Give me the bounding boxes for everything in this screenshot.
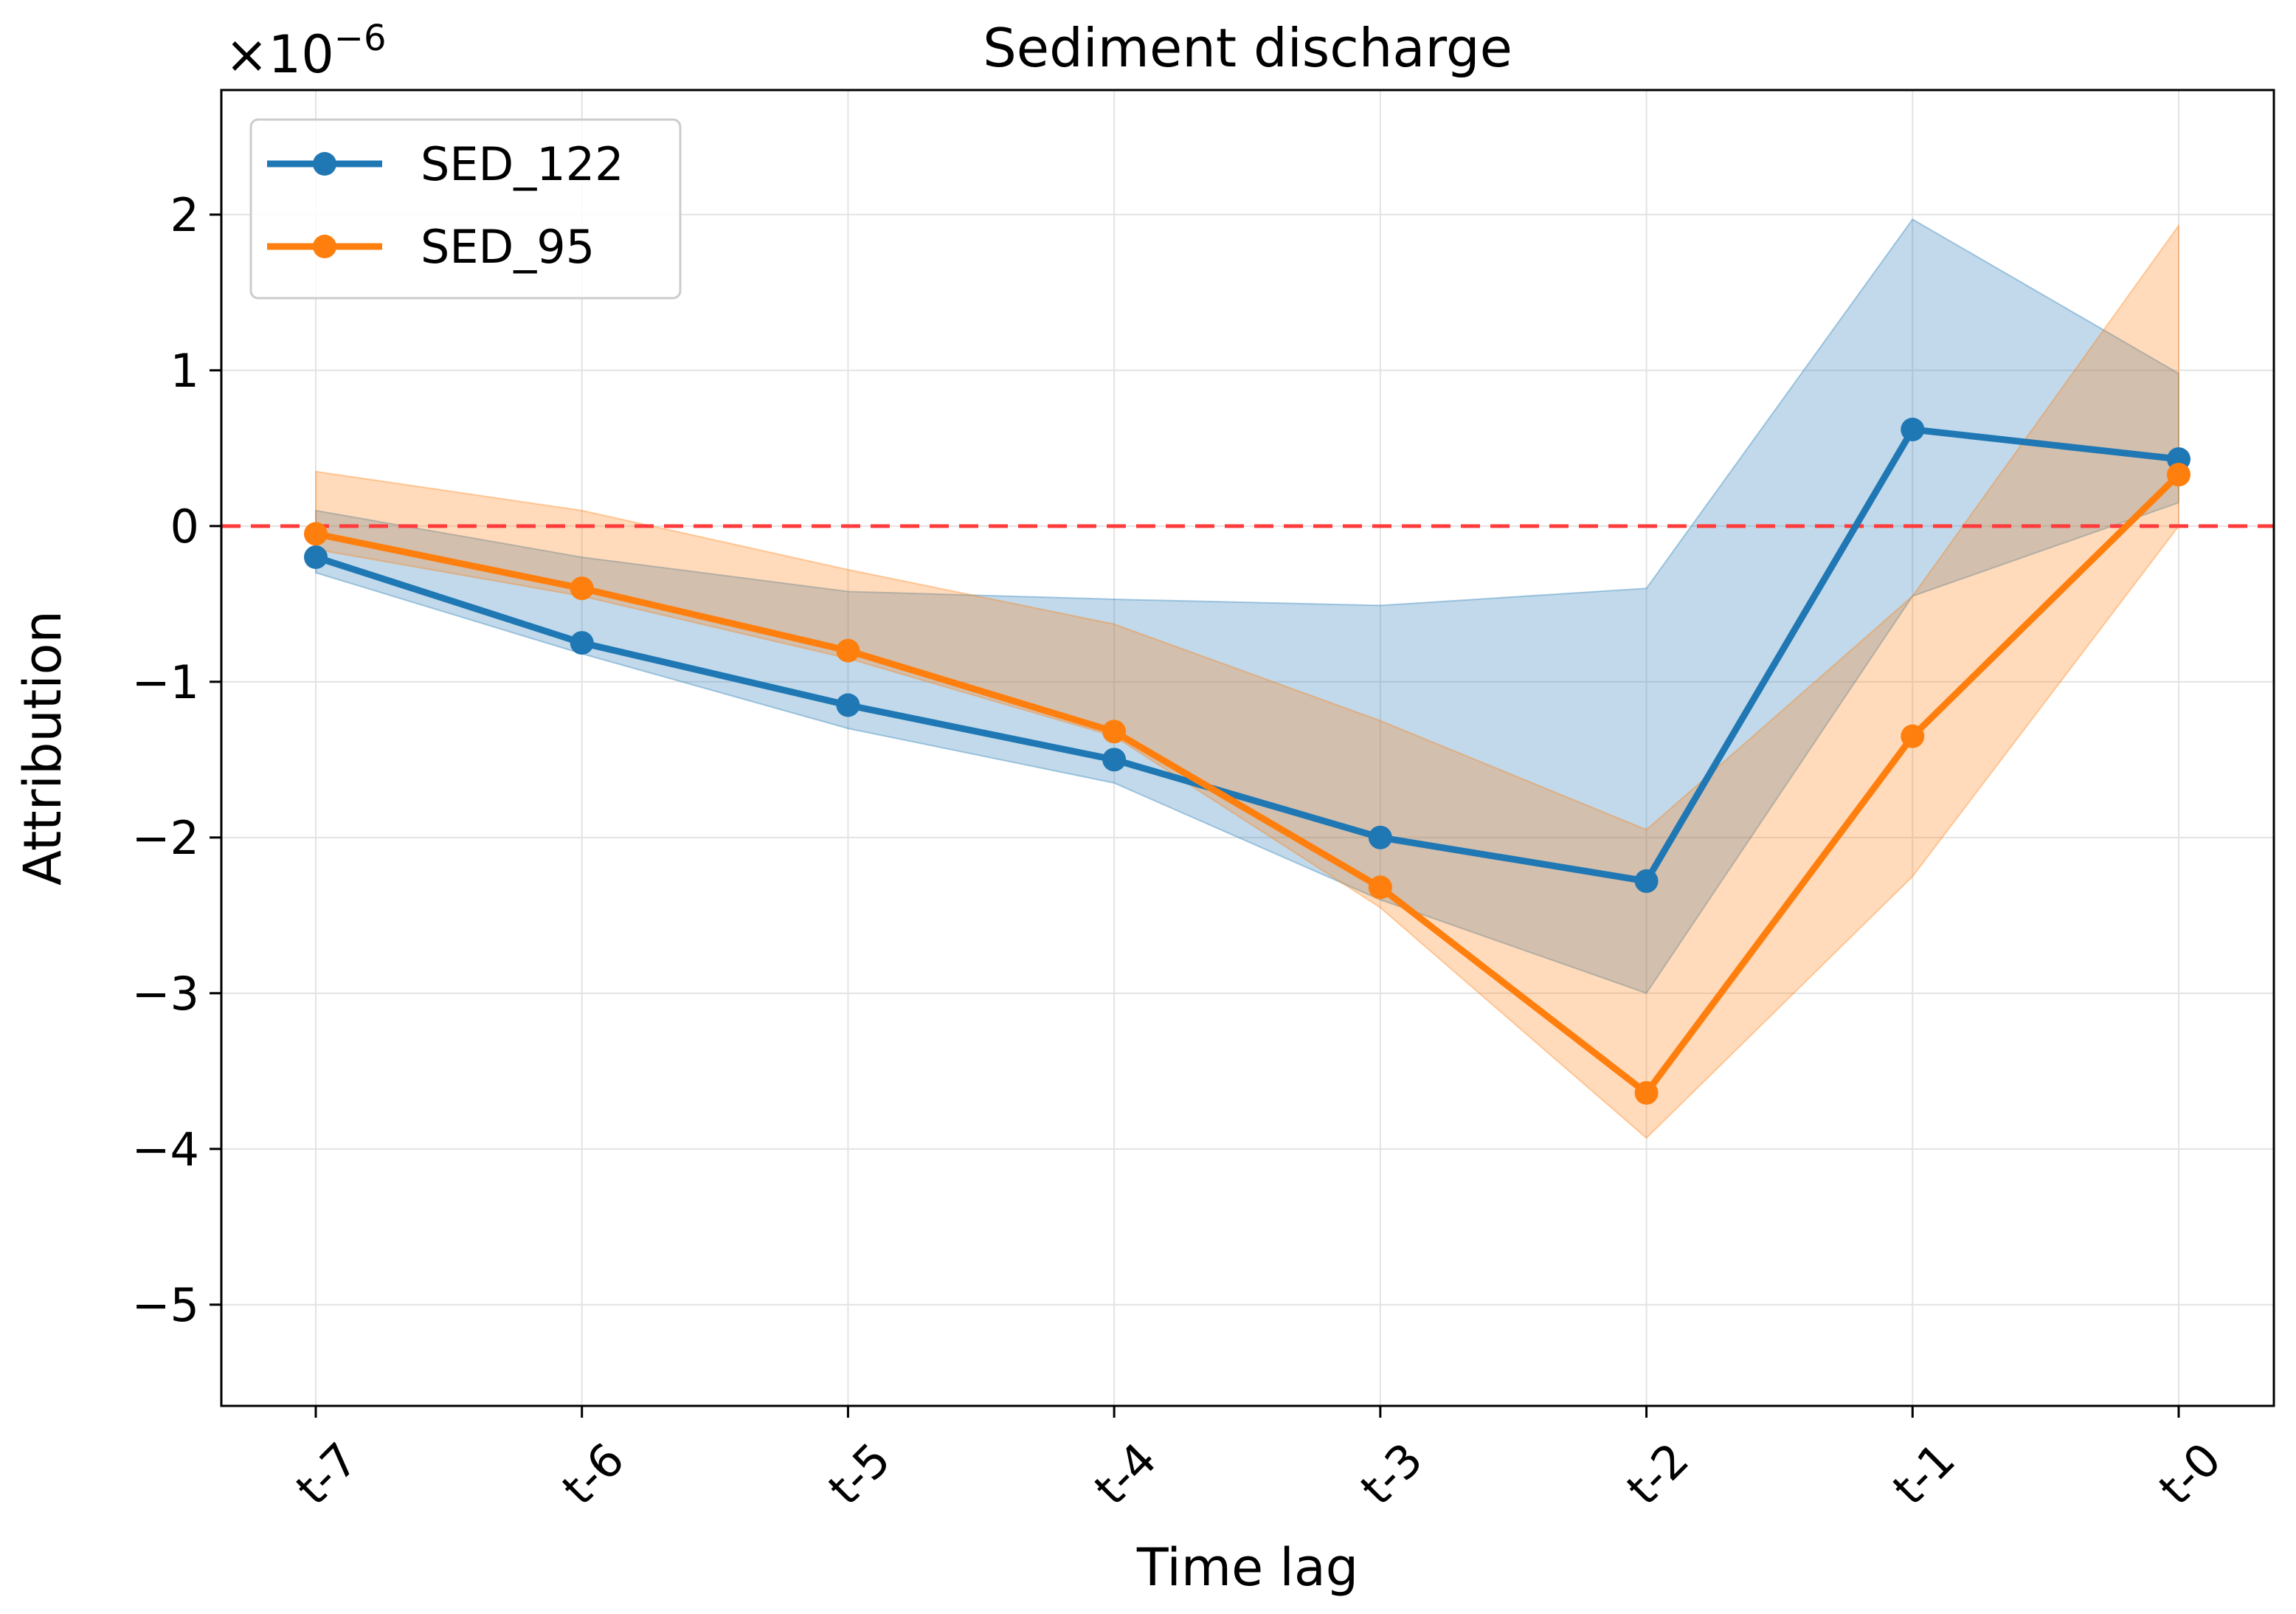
x-tick-label-t-3: t-3	[1350, 1432, 1434, 1516]
y-tick-label-3: −1	[132, 655, 199, 709]
point-sed-95-t-1	[1901, 724, 1925, 748]
legend-label-sed-95: SED_95	[421, 220, 595, 274]
point-sed-122-t-5	[836, 693, 860, 717]
x-tick-label-t-6: t-6	[552, 1432, 635, 1516]
point-sed-95-t-7	[304, 522, 328, 546]
point-sed-122-t-2	[1634, 869, 1659, 893]
plot-frame	[220, 89, 2275, 1407]
point-sed-95-t-5	[836, 638, 860, 663]
point-sed-95-t-0	[2167, 463, 2190, 487]
series-points	[304, 417, 2190, 1105]
x-tick-label-t-1: t-1	[1882, 1432, 1965, 1516]
point-sed-122-t-4	[1102, 748, 1127, 772]
band-sed-122	[315, 218, 2179, 995]
uncertainty-bands	[315, 218, 2179, 1139]
point-sed-122-t-3	[1368, 825, 1392, 849]
y-tick-label-4: −2	[132, 811, 199, 865]
y-tick-label-1: 1	[170, 344, 199, 398]
x-tick-label-t-4: t-4	[1084, 1432, 1167, 1516]
x-tick-label-t-5: t-5	[817, 1432, 901, 1516]
legend-marker-sed-95	[313, 235, 336, 258]
series-lines	[314, 426, 2182, 1097]
legend-marker-sed-122	[313, 152, 336, 176]
y-tick-label-7: −5	[132, 1278, 199, 1332]
legend-label-sed-122: SED_122	[421, 137, 624, 191]
series-line-sed-122	[314, 426, 2179, 885]
x-tick-label-t-0: t-0	[2148, 1432, 2232, 1516]
point-sed-122-t-6	[570, 631, 594, 655]
x-axis-label: Time lag	[1136, 1537, 1358, 1598]
point-sed-95-t-2	[1634, 1080, 1659, 1105]
point-sed-95-t-6	[570, 576, 594, 601]
point-sed-122-t-7	[304, 545, 328, 570]
chart-title: Sediment discharge	[983, 17, 1512, 79]
y-tick-label-0: 2	[170, 188, 199, 242]
point-sed-95-t-3	[1368, 875, 1392, 900]
y-tick-label-5: −3	[132, 967, 199, 1021]
legend: SED_122 SED_95	[249, 118, 682, 300]
point-sed-95-t-4	[1102, 720, 1127, 744]
x-tick-label-t-2: t-2	[1616, 1432, 1699, 1516]
y-scale-exponent: −6	[334, 18, 387, 59]
y-axis-scale-factor: ×10−6	[225, 18, 387, 85]
x-tick-label-t-7: t-7	[286, 1432, 369, 1516]
y-tick-label-2: 0	[170, 500, 199, 553]
series-line-sed-95	[315, 472, 2182, 1097]
y-axis-label: Attribution	[13, 610, 73, 886]
point-sed-122-t-1	[1901, 417, 1925, 441]
y-scale-base: ×10	[225, 24, 334, 85]
y-tick-label-6: −4	[132, 1122, 199, 1176]
